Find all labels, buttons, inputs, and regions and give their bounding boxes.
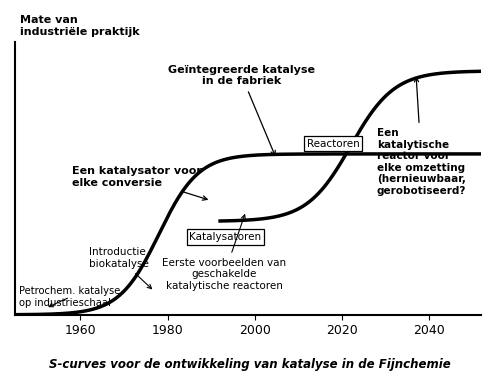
Text: Een katalysator voor
elke conversie: Een katalysator voor elke conversie (72, 166, 207, 200)
Text: Introductie
biokatalyse: Introductie biokatalyse (89, 248, 152, 289)
Text: Geïntegreerde katalyse
in de fabriek: Geïntegreerde katalyse in de fabriek (168, 65, 315, 155)
Text: S-curves voor de ontwikkeling van katalyse in de Fijnchemie: S-curves voor de ontwikkeling van kataly… (48, 358, 451, 371)
Text: Eerste voorbeelden van
geschakelde
katalytische reactoren: Eerste voorbeelden van geschakelde katal… (162, 215, 286, 291)
Text: Een
katalytische
reactor voor
elke omzetting
(hernieuwbaar,
gerobotiseerd?: Een katalytische reactor voor elke omzet… (377, 78, 466, 196)
Text: Reactoren: Reactoren (307, 138, 360, 148)
Text: Katalysatoren: Katalysatoren (189, 232, 261, 242)
Text: Mate van
industriële praktijk: Mate van industriële praktijk (19, 15, 139, 37)
Text: Petrochem. katalyse
op industrieschaal: Petrochem. katalyse op industrieschaal (19, 286, 121, 308)
